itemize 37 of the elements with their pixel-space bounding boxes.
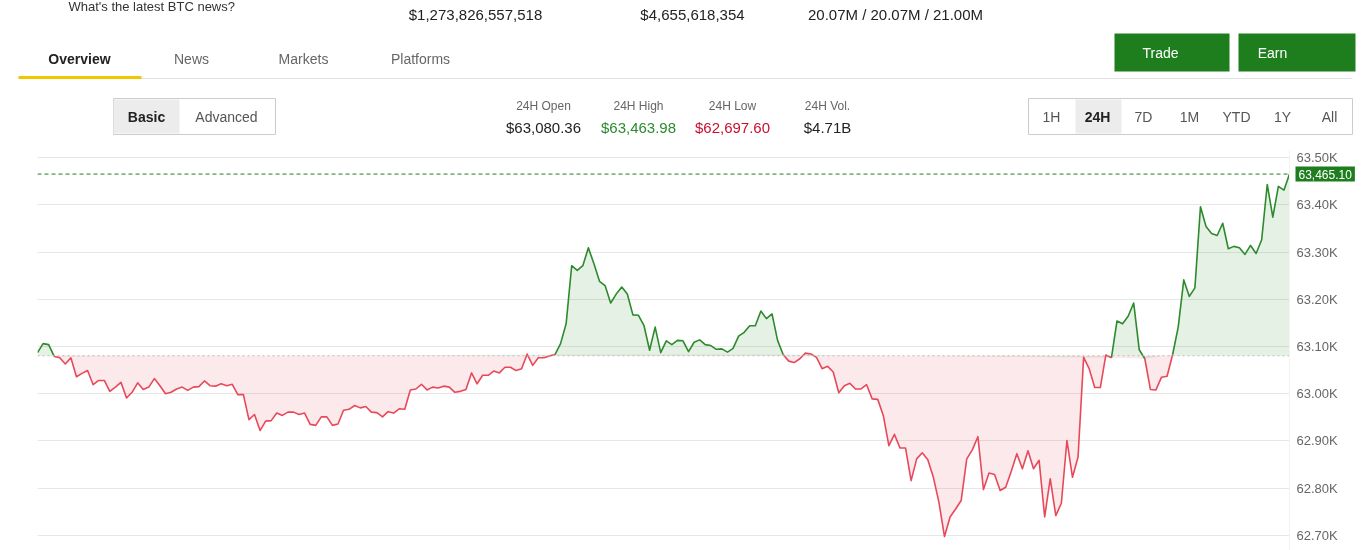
text: 1M — [1179, 108, 1200, 125]
text: $63,463.98 — [600, 119, 677, 136]
y-tick-label: 62.70K — [1296, 527, 1339, 543]
text: 24H High — [613, 98, 664, 113]
text: News — [174, 50, 210, 67]
y-tick-label: 63.50K — [1296, 150, 1339, 166]
text: YTD — [1222, 108, 1251, 125]
text: $63,080.36 — [505, 119, 582, 136]
text: 1H — [1042, 108, 1061, 125]
text: Trade — [1142, 44, 1179, 61]
text: 24H — [1084, 108, 1111, 125]
y-tick-label: 63.40K — [1296, 197, 1339, 213]
text: Earn — [1257, 44, 1288, 61]
text: 24H Low — [708, 98, 757, 113]
y-tick-label: 62.90K — [1296, 433, 1339, 449]
text: 24H Vol. — [804, 98, 851, 113]
text: 7D — [1134, 108, 1153, 125]
text: 24H Open — [516, 98, 571, 113]
text: Advanced — [195, 108, 258, 125]
text: $4.71B — [803, 119, 852, 136]
text: Markets — [278, 50, 329, 67]
y-tick-label: 63.10K — [1296, 338, 1339, 354]
text: 20.07M / 20.07M / 21.00M — [807, 6, 984, 23]
text: All — [1321, 108, 1338, 125]
text: Overview — [48, 50, 111, 67]
text: $1,273,826,557,518 — [408, 6, 543, 23]
text: What's the latest BTC news? — [68, 0, 235, 14]
y-tick-label: 63.20K — [1296, 291, 1339, 307]
y-tick-label: 62.80K — [1296, 480, 1339, 496]
y-tick-label: 63.00K — [1296, 386, 1339, 402]
ref-line-label: 63,465.10 — [1298, 167, 1353, 182]
text: $4,655,618,354 — [640, 6, 745, 23]
y-tick-label: 63.30K — [1296, 244, 1339, 260]
text: $62,697.60 — [694, 119, 771, 136]
text: Platforms — [390, 50, 451, 67]
text: 1Y — [1273, 108, 1292, 125]
text: Basic — [127, 108, 166, 125]
